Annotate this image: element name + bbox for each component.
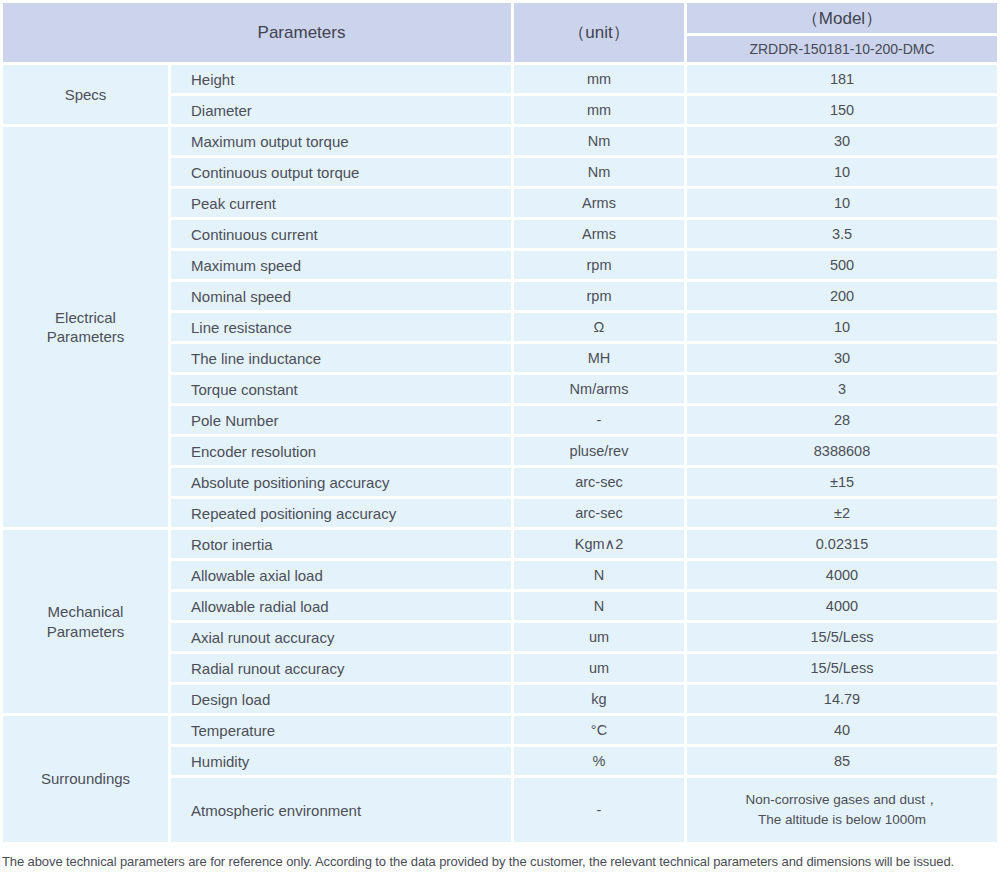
param-label: Repeated positioning accuracy [171, 499, 511, 527]
unit-cell: - [514, 406, 684, 434]
value-cell: 4000 [687, 561, 997, 589]
unit-cell: Nm/arms [514, 375, 684, 403]
unit-cell: Nm [514, 127, 684, 155]
param-label: Line resistance [171, 313, 511, 341]
unit-cell: N [514, 592, 684, 620]
section-label-mechanical: Mechanical Parameters [3, 530, 168, 713]
section-label-specs: Specs [3, 65, 168, 124]
unit-cell: rpm [514, 251, 684, 279]
param-label: Humidity [171, 747, 511, 775]
value-cell: 200 [687, 282, 997, 310]
param-label: Continuous output torque [171, 158, 511, 186]
param-label: Allowable radial load [171, 592, 511, 620]
value-cell: 14.79 [687, 685, 997, 713]
value-cell: 85 [687, 747, 997, 775]
unit-cell: Nm [514, 158, 684, 186]
param-label: The line inductance [171, 344, 511, 372]
param-label: Maximum output torque [171, 127, 511, 155]
value-cell: 3.5 [687, 220, 997, 248]
value-cell: 40 [687, 716, 997, 744]
spec-table: Parameters （unit） （Model） ZRDDR-150181-1… [0, 0, 1000, 845]
value-cell: 3 [687, 375, 997, 403]
unit-cell: Kgm∧2 [514, 530, 684, 558]
unit-cell: mm [514, 65, 684, 93]
param-label: Temperature [171, 716, 511, 744]
table-row: Electrical Parameters Maximum output tor… [3, 127, 997, 155]
param-label: Design load [171, 685, 511, 713]
param-label: Peak current [171, 189, 511, 217]
unit-cell: rpm [514, 282, 684, 310]
param-label: Continuous current [171, 220, 511, 248]
table-row: Specs Height mm 181 [3, 65, 997, 93]
unit-cell: Arms [514, 189, 684, 217]
value-cell: 30 [687, 127, 997, 155]
unit-cell: mm [514, 96, 684, 124]
value-cell: 10 [687, 189, 997, 217]
unit-cell: Arms [514, 220, 684, 248]
table-row: Mechanical Parameters Rotor inertia Kgm∧… [3, 530, 997, 558]
value-cell: ±15 [687, 468, 997, 496]
section-label-surroundings: Surroundings [3, 716, 168, 842]
value-cell: 15/5/Less [687, 623, 997, 651]
unit-cell: um [514, 623, 684, 651]
value-cell: 10 [687, 158, 997, 186]
param-label: Nominal speed [171, 282, 511, 310]
value-cell: 4000 [687, 592, 997, 620]
param-label: Encoder resolution [171, 437, 511, 465]
value-cell: 0.02315 [687, 530, 997, 558]
parameters-header: Parameters [3, 3, 511, 62]
param-label: Diameter [171, 96, 511, 124]
value-cell: 15/5/Less [687, 654, 997, 682]
param-label: Torque constant [171, 375, 511, 403]
unit-cell: Ω [514, 313, 684, 341]
value-cell: 30 [687, 344, 997, 372]
value-cell: Non-corrosive gases and dust， The altitu… [687, 778, 997, 842]
unit-cell: N [514, 561, 684, 589]
value-cell: 500 [687, 251, 997, 279]
value-cell: 150 [687, 96, 997, 124]
unit-cell: arc-sec [514, 499, 684, 527]
param-label: Axial runout accuracy [171, 623, 511, 651]
table-row: Surroundings Temperature °C 40 [3, 716, 997, 744]
value-cell: 28 [687, 406, 997, 434]
unit-cell: % [514, 747, 684, 775]
unit-cell: kg [514, 685, 684, 713]
unit-cell: °C [514, 716, 684, 744]
unit-cell: - [514, 778, 684, 842]
unit-cell: pluse/rev [514, 437, 684, 465]
value-cell: 10 [687, 313, 997, 341]
param-label: Height [171, 65, 511, 93]
header-row-1: Parameters （unit） （Model） [3, 3, 997, 33]
param-label: Rotor inertia [171, 530, 511, 558]
param-label: Allowable axial load [171, 561, 511, 589]
value-cell: 181 [687, 65, 997, 93]
unit-cell: arc-sec [514, 468, 684, 496]
footnote: The above technical parameters are for r… [2, 854, 1000, 869]
unit-header: （unit） [514, 3, 684, 62]
model-header: （Model） [687, 3, 997, 33]
param-label: Maximum speed [171, 251, 511, 279]
param-label: Absolute positioning accuracy [171, 468, 511, 496]
section-label-electrical: Electrical Parameters [3, 127, 168, 527]
param-label: Atmospheric environment [171, 778, 511, 842]
param-label: Pole Number [171, 406, 511, 434]
value-cell: 8388608 [687, 437, 997, 465]
unit-cell: MH [514, 344, 684, 372]
model-code: ZRDDR-150181-10-200-DMC [687, 36, 997, 62]
unit-cell: um [514, 654, 684, 682]
param-label: Radial runout accuracy [171, 654, 511, 682]
value-cell: ±2 [687, 499, 997, 527]
